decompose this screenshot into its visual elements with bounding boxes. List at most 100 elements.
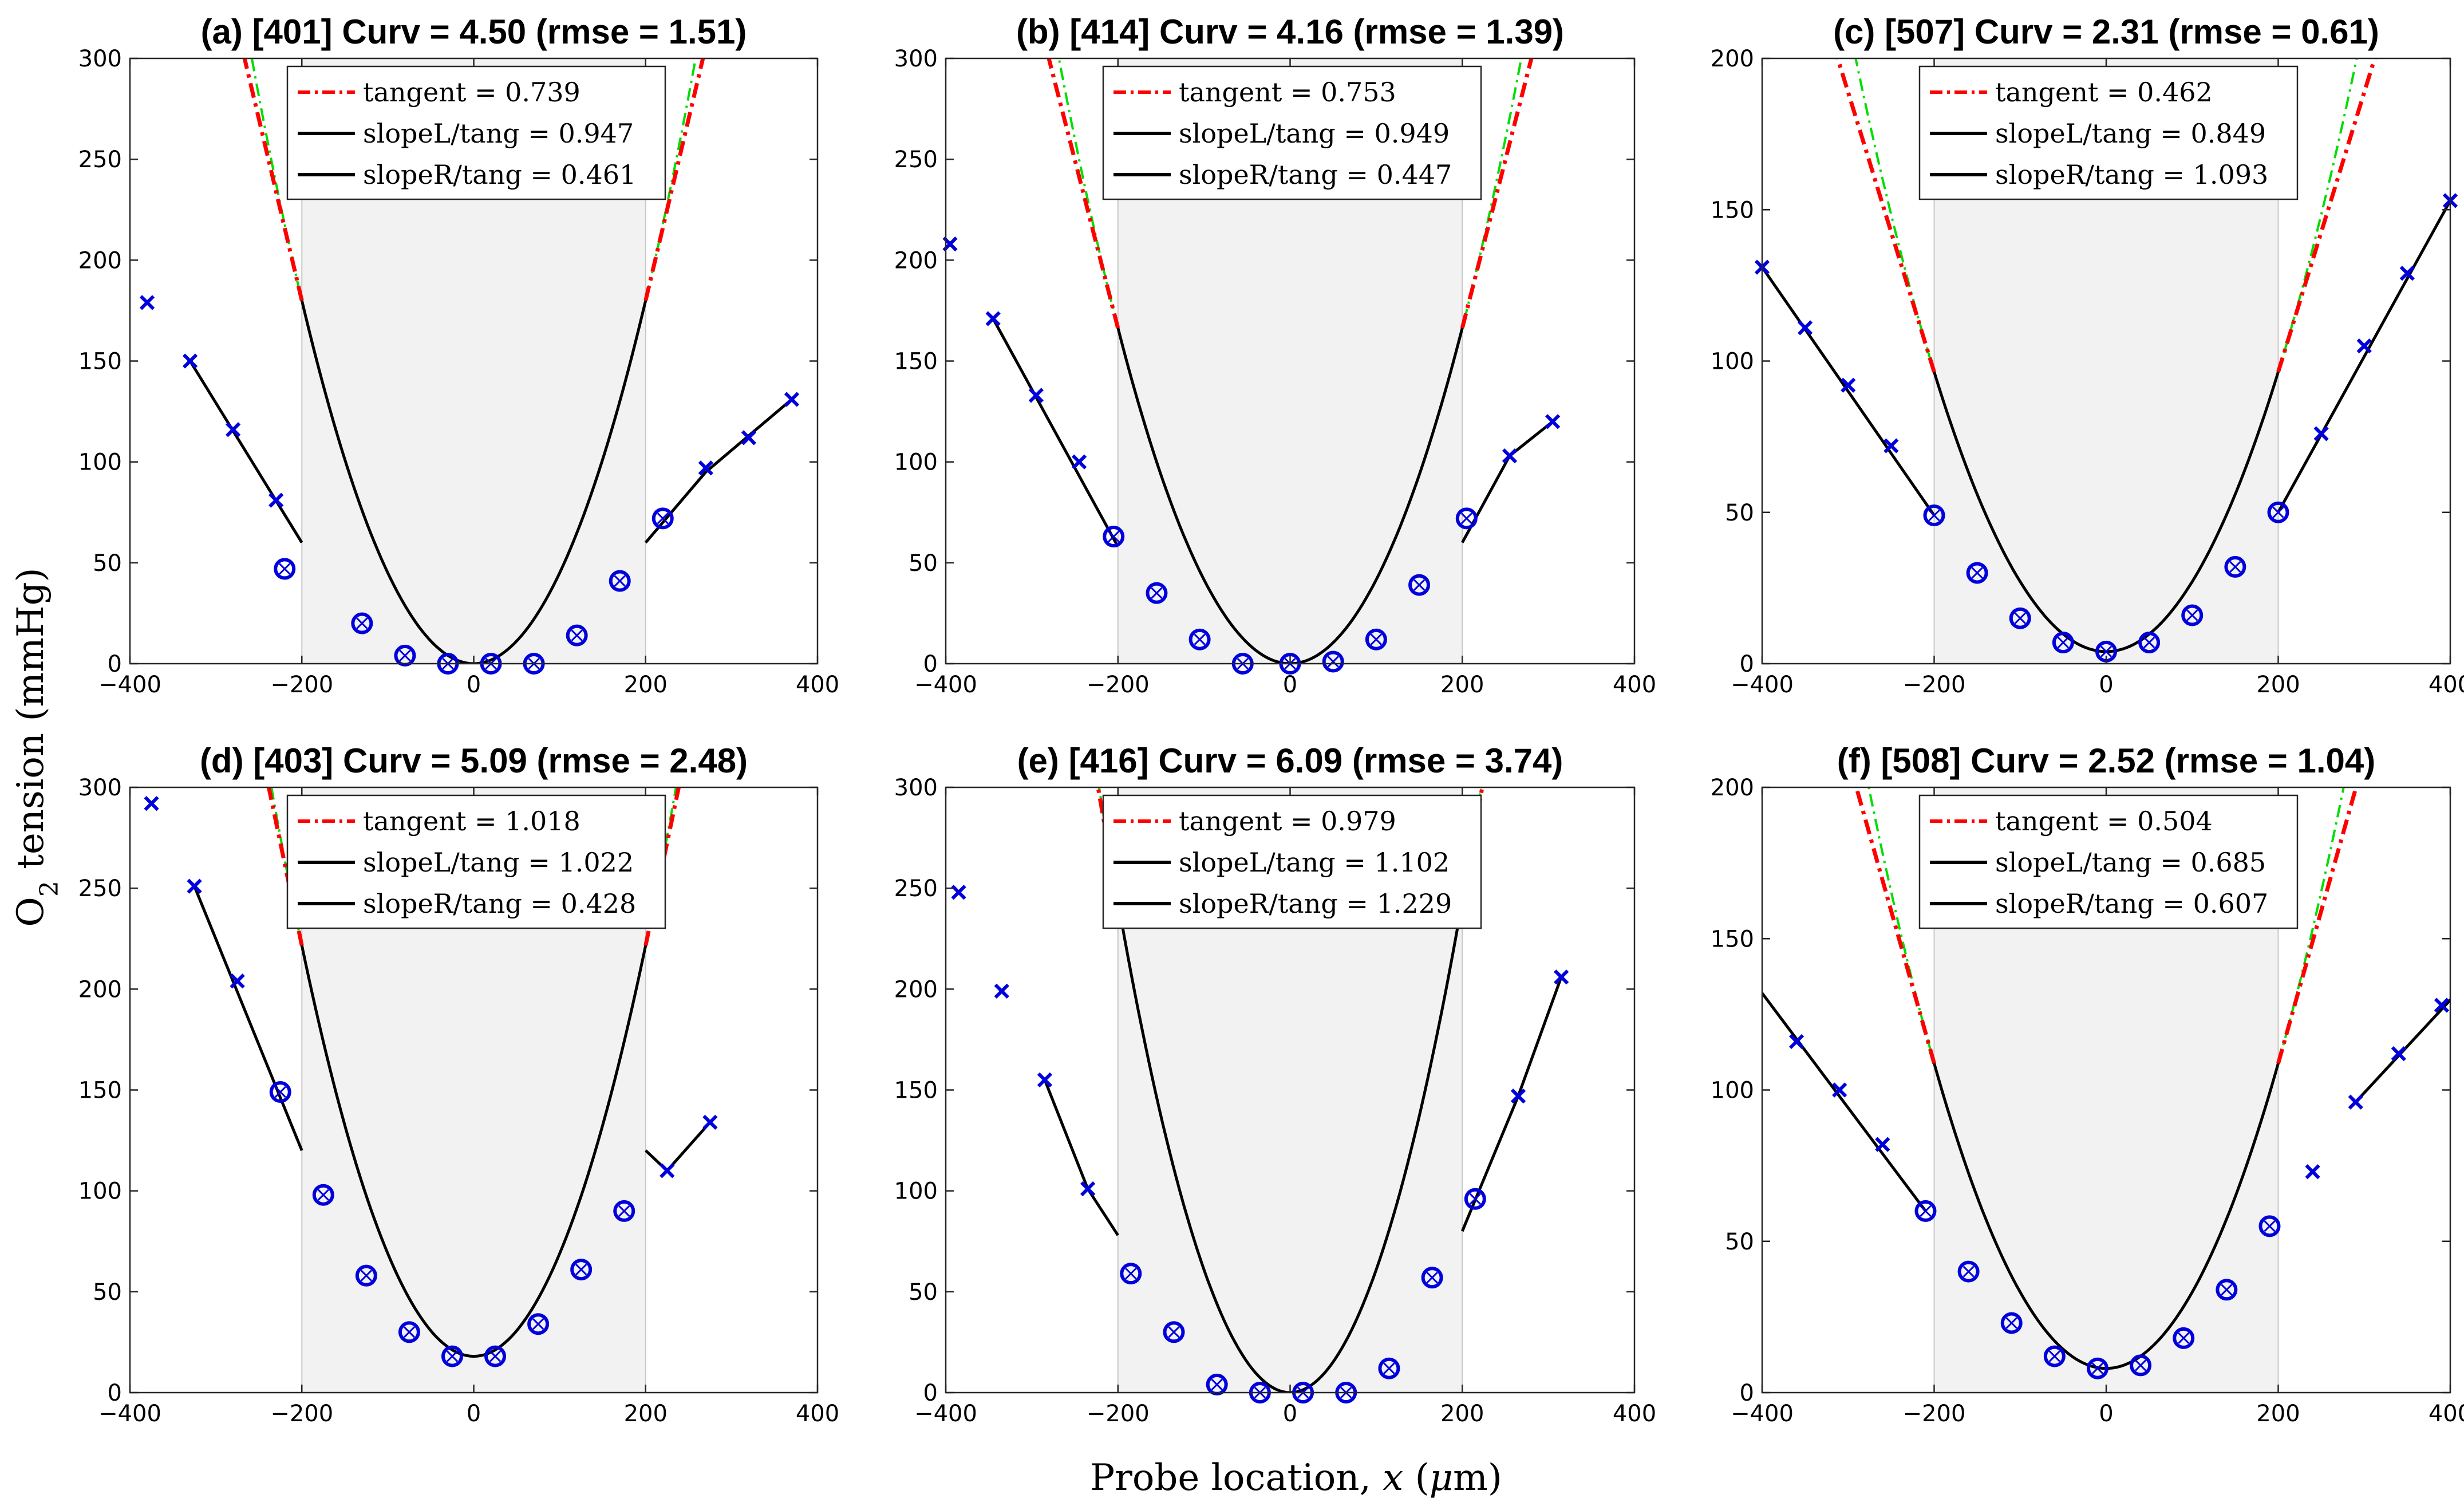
circle-marker: [355, 1264, 377, 1287]
data-point-circle: [2130, 1354, 2152, 1377]
circle-marker-cross: [317, 1189, 329, 1201]
y-tick-label: 0: [1740, 651, 1754, 677]
x-tick-label: 0: [2099, 1401, 2113, 1427]
data-point-cross: [702, 1114, 718, 1130]
data-point-circle: [1365, 628, 1387, 650]
circle-marker-cross: [2178, 1332, 2190, 1344]
circle-marker: [1120, 1263, 1142, 1285]
y-tick-label: 100: [78, 450, 122, 476]
data-point-cross: [994, 983, 1009, 999]
x-tick-label: −200: [270, 672, 333, 698]
circle-marker-cross: [1194, 633, 1206, 645]
circle-marker-cross: [618, 1205, 630, 1217]
data-point-circle: [351, 612, 373, 634]
circle-marker: [312, 1184, 334, 1206]
circle-marker-cross: [2264, 1220, 2276, 1232]
parabola-extension-line: [1057, 58, 1523, 664]
panel-2: −400 −200 0 200 400 0 50 100 150 200 (c) [507] Cur…: [1711, 13, 2464, 698]
circle-marker: [1464, 1188, 1486, 1210]
x-tick-label: 0: [467, 672, 481, 698]
y-tick-label: 200: [894, 247, 938, 274]
data-point-circle: [269, 1081, 291, 1103]
circle-marker-cross: [2005, 1317, 2017, 1329]
circle-marker: [1322, 650, 1344, 673]
legend-entry-tangent: tangent = 0.753: [1179, 77, 1396, 108]
y-tick-label: 200: [894, 976, 938, 1003]
data-point-circle: [1966, 562, 1988, 584]
x-tick-label: −200: [270, 1401, 333, 1427]
x-tick-label: 200: [1440, 672, 1484, 698]
x-tick-label: −400: [98, 672, 161, 698]
data-point-cross: [1788, 1034, 1804, 1050]
circle-marker-cross: [1460, 512, 1472, 525]
tangent-line-left: [242, 58, 304, 301]
data-point-cross: [784, 392, 800, 407]
slope-line-right: [2354, 998, 2450, 1103]
data-point-cross: [1080, 1181, 1096, 1197]
data-point-cross: [2391, 1046, 2406, 1062]
x-tick-label: −200: [1903, 672, 1966, 698]
y-tick-label: 300: [894, 775, 938, 801]
legend-entry-slopeR: slopeR/tang = 0.447: [1179, 159, 1452, 190]
legend-entry-tangent: tangent = 0.739: [363, 77, 581, 108]
data-point-circle: [2267, 501, 2289, 523]
y-tick-label: 250: [894, 876, 938, 902]
circle-marker-cross: [2014, 612, 2026, 624]
circle-marker: [613, 1200, 635, 1222]
x-tick-label: 200: [2256, 672, 2300, 698]
circle-marker: [441, 1345, 463, 1367]
data-point-circle: [1421, 1267, 1443, 1289]
circle-marker-cross: [2100, 645, 2112, 657]
circle-marker-cross: [1971, 567, 1983, 579]
x-tick-label: 200: [624, 672, 668, 698]
data-point-cross: [1841, 377, 1856, 393]
circle-marker-cross: [2186, 609, 2198, 621]
data-point-cross: [1037, 1072, 1053, 1088]
data-point-cross: [182, 353, 198, 369]
slope-line-left: [992, 318, 1119, 547]
circle-marker: [1365, 628, 1387, 650]
circle-marker: [527, 1313, 550, 1335]
circle-marker-cross: [2057, 636, 2069, 649]
data-point-circle: [1455, 507, 1478, 530]
y-tick-label: 150: [894, 1078, 938, 1104]
x-tick-label: 400: [2429, 1401, 2464, 1427]
data-point-cross: [2356, 338, 2372, 354]
panel-title: (d) [403] Curv = 5.09 (rmse = 2.48): [200, 742, 748, 780]
circle-marker-cross: [532, 1318, 544, 1330]
data-point-circle: [1914, 1200, 1937, 1222]
data-point-cross: [2348, 1094, 2363, 1110]
panel-title: (b) [414] Curv = 4.16 (rmse = 1.39): [1016, 13, 1564, 51]
data-point-circle: [1957, 1260, 1980, 1283]
data-point-cross: [1028, 388, 1044, 403]
circle-marker: [2267, 501, 2289, 523]
plot-content: [193, 787, 712, 1358]
data-point-circle: [1146, 582, 1168, 604]
data-point-circle: [566, 624, 588, 646]
data-point-circle: [441, 1345, 463, 1367]
data-point-cross: [660, 1163, 675, 1178]
slope-line-left: [193, 885, 303, 1152]
y-axis-label: O2 tension (mmHg): [10, 567, 64, 926]
circle-marker-cross: [489, 1350, 502, 1362]
legend: tangent = 0.739 slopeL/tang = 0.947 slopeR…: [286, 65, 666, 200]
y-tick-label: 100: [894, 450, 938, 476]
data-point-circle: [394, 644, 416, 667]
circle-marker: [1455, 507, 1478, 530]
y-tick-label: 50: [909, 1279, 938, 1306]
circle-marker: [1408, 574, 1431, 596]
data-point-cross: [1545, 414, 1561, 429]
circle-marker-cross: [1413, 579, 1426, 591]
circle-marker-cross: [403, 1326, 415, 1338]
x-tick-label: 200: [1440, 1401, 1484, 1427]
circle-marker: [1188, 628, 1211, 650]
data-point-cross: [1502, 448, 1518, 464]
circle-marker-cross: [1962, 1265, 1975, 1278]
panel-1: −400 −200 0 200 400 0 50 100 150 200 250 300 (b) [41…: [894, 13, 1657, 698]
data-point-cross: [144, 796, 159, 811]
panel-5: −400 −200 0 200 400 0 50 100 150 200 (f) [508] Cur…: [1711, 742, 2464, 1427]
y-tick-label: 50: [93, 1279, 122, 1306]
legend-entry-slopeR: slopeR/tang = 1.093: [1995, 159, 2268, 190]
circle-marker-cross: [1426, 1272, 1438, 1284]
data-point-circle: [570, 1259, 593, 1281]
